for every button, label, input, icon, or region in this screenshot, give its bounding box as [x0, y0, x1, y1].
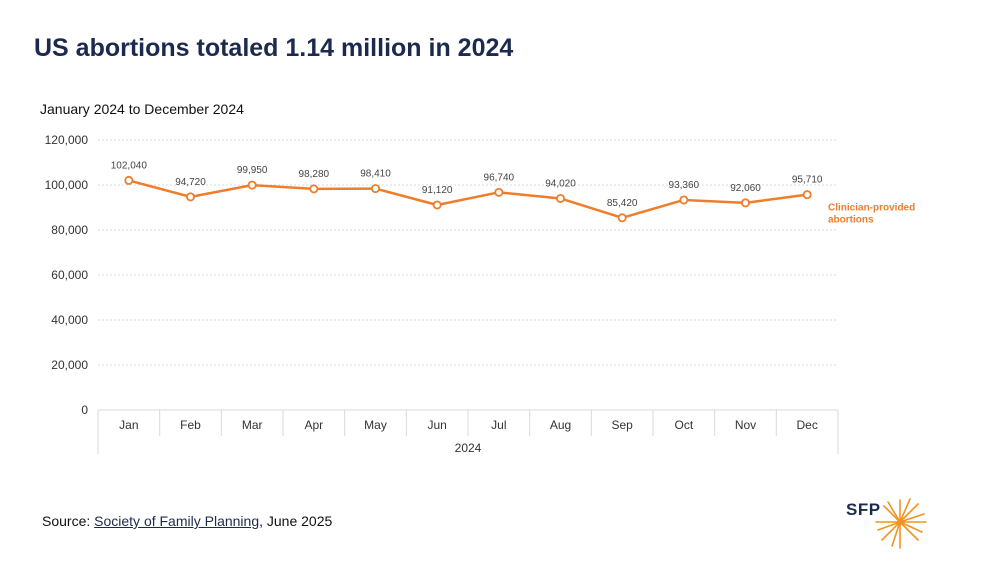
- data-point: [124, 175, 134, 185]
- y-tick-label: 0: [81, 403, 88, 417]
- y-tick-label: 80,000: [51, 223, 88, 237]
- data-point: [802, 190, 812, 200]
- data-point: [556, 193, 566, 203]
- series-label: Clinician-provided: [828, 203, 915, 214]
- data-label: 96,740: [484, 172, 515, 183]
- x-tick-label: Oct: [674, 418, 693, 432]
- data-label: 95,710: [792, 175, 823, 186]
- data-point: [494, 187, 504, 197]
- x-tick-label: Jan: [119, 418, 138, 432]
- x-tick-label: Dec: [796, 418, 817, 432]
- data-label: 99,950: [237, 165, 268, 176]
- source-suffix: , June 2025: [259, 513, 333, 529]
- x-tick-label: Feb: [180, 418, 201, 432]
- source-link[interactable]: Society of Family Planning: [94, 513, 260, 529]
- x-tick-label: Mar: [242, 418, 263, 432]
- data-point: [309, 184, 319, 194]
- chart-title: US abortions totaled 1.14 million in 202…: [34, 34, 514, 62]
- data-label: 94,720: [175, 177, 206, 188]
- data-label: 94,020: [545, 178, 576, 189]
- source-prefix: Source:: [42, 513, 95, 529]
- data-point: [370, 184, 380, 194]
- source-note: Source: Society of Family Planning, June…: [42, 513, 332, 529]
- data-label: 85,420: [607, 198, 638, 209]
- x-tick-label: Sep: [611, 418, 633, 432]
- x-tick-label: Jul: [491, 418, 506, 432]
- y-tick-label: 60,000: [51, 268, 88, 282]
- starburst-icon: [875, 498, 927, 549]
- data-label: 102,040: [111, 160, 148, 171]
- data-label: 98,410: [360, 169, 391, 180]
- x-group-label: 2024: [455, 441, 482, 455]
- x-tick-label: May: [364, 418, 387, 432]
- data-point: [679, 195, 689, 205]
- data-point: [432, 200, 442, 210]
- x-tick-label: Jun: [427, 418, 446, 432]
- y-tick-label: 20,000: [51, 358, 88, 372]
- data-label: 98,280: [299, 169, 330, 180]
- y-tick-label: 120,000: [45, 133, 89, 147]
- series-line: [128, 179, 808, 220]
- logo-text: SFP: [846, 500, 881, 519]
- data-label: 92,060: [730, 183, 761, 194]
- series-label: abortions: [828, 215, 874, 226]
- x-tick-label: Apr: [304, 418, 323, 432]
- y-tick-label: 100,000: [45, 178, 89, 192]
- y-tick-label: 40,000: [51, 313, 88, 327]
- data-point: [617, 213, 627, 223]
- x-tick-label: Aug: [550, 418, 571, 432]
- data-point: [247, 180, 257, 190]
- sfp-logo: SFP: [838, 494, 930, 556]
- x-tick-label: Nov: [735, 418, 756, 432]
- data-point: [741, 198, 751, 208]
- chart-subtitle: January 2024 to December 2024: [40, 101, 244, 117]
- data-label: 91,120: [422, 185, 453, 196]
- data-label: 93,360: [669, 180, 700, 191]
- data-point: [185, 192, 195, 202]
